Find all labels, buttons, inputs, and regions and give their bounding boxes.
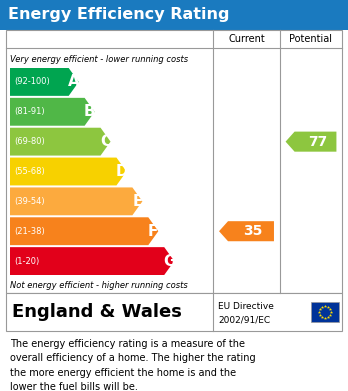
Text: Current: Current: [228, 34, 265, 44]
Text: (21-38): (21-38): [14, 227, 45, 236]
Text: A: A: [68, 74, 80, 90]
Bar: [6, 30, 342, 293]
Polygon shape: [219, 221, 274, 241]
Text: F: F: [148, 224, 158, 239]
Text: 77: 77: [308, 135, 327, 149]
Polygon shape: [286, 132, 337, 152]
Text: (39-54): (39-54): [14, 197, 45, 206]
Text: 35: 35: [243, 224, 263, 238]
Text: (81-91): (81-91): [14, 107, 45, 116]
Polygon shape: [10, 247, 174, 275]
Polygon shape: [10, 128, 111, 156]
Polygon shape: [10, 158, 126, 185]
Text: (1-20): (1-20): [14, 256, 39, 265]
Text: (92-100): (92-100): [14, 77, 50, 86]
Text: Very energy efficient - lower running costs: Very energy efficient - lower running co…: [10, 54, 188, 63]
Text: The energy efficiency rating is a measure of the
overall efficiency of a home. T: The energy efficiency rating is a measur…: [10, 339, 256, 391]
Polygon shape: [10, 98, 95, 126]
Bar: [311, 302, 339, 322]
Polygon shape: [10, 68, 79, 96]
Text: Potential: Potential: [290, 34, 332, 44]
Text: EU Directive: EU Directive: [218, 302, 274, 311]
Text: Energy Efficiency Rating: Energy Efficiency Rating: [8, 7, 229, 23]
Polygon shape: [10, 187, 142, 215]
Text: G: G: [163, 254, 175, 269]
Text: (69-80): (69-80): [14, 137, 45, 146]
Text: Not energy efficient - higher running costs: Not energy efficient - higher running co…: [10, 280, 188, 289]
Text: 2002/91/EC: 2002/91/EC: [218, 315, 270, 324]
Bar: [0, 0, 348, 30]
Text: (55-68): (55-68): [14, 167, 45, 176]
Text: D: D: [115, 164, 128, 179]
Text: C: C: [100, 134, 111, 149]
Text: England & Wales: England & Wales: [12, 303, 182, 321]
Polygon shape: [10, 217, 158, 245]
Bar: [6, 293, 342, 331]
Text: E: E: [132, 194, 143, 209]
Text: B: B: [84, 104, 95, 119]
